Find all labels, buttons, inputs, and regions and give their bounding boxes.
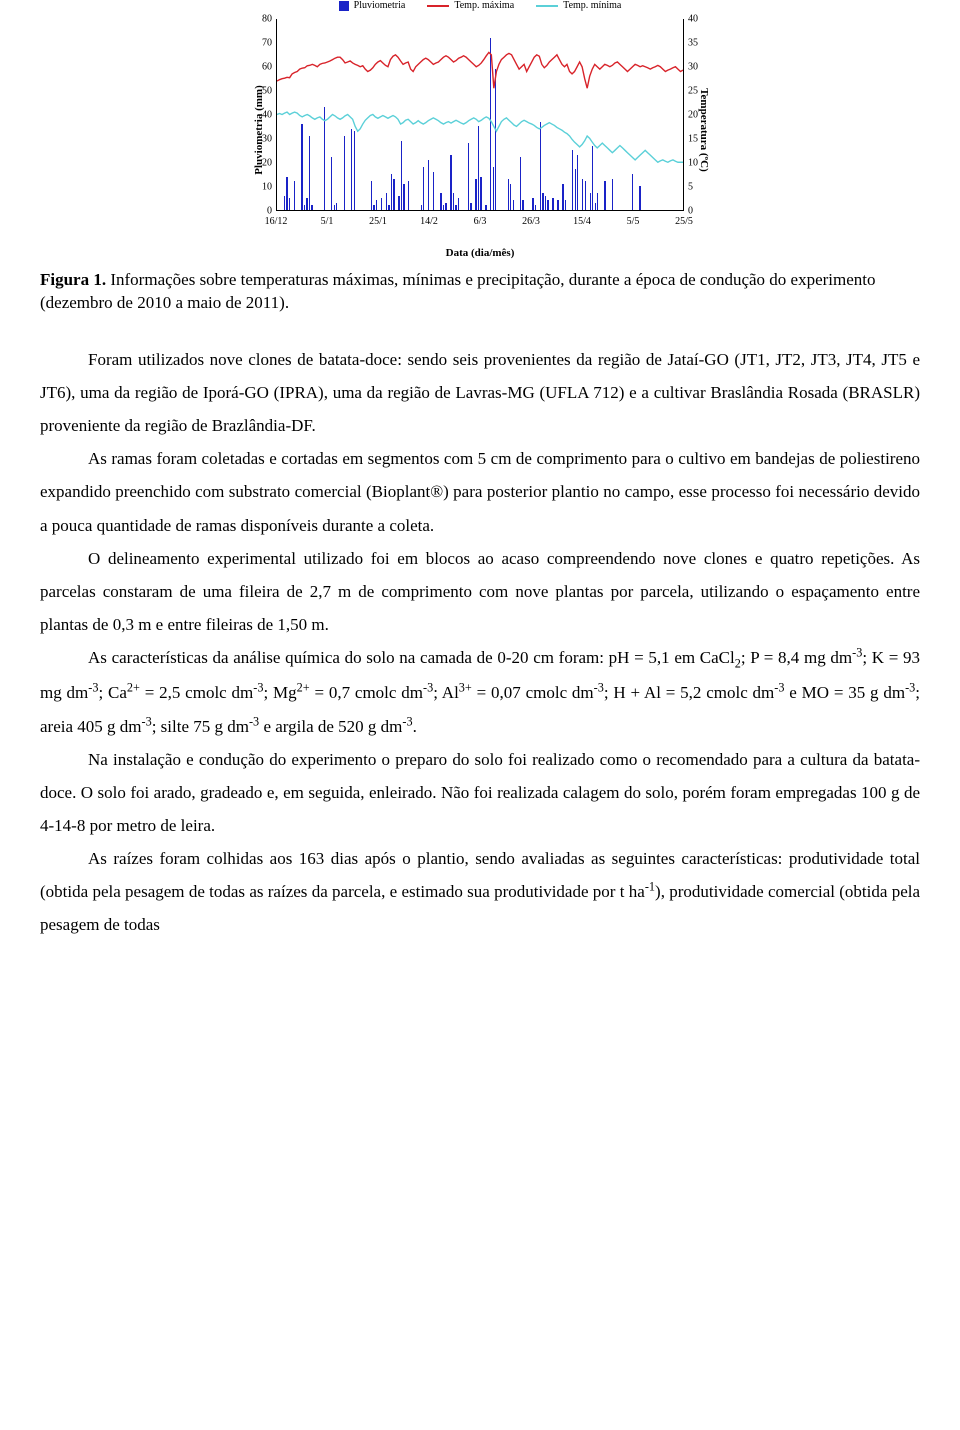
legend-swatch-tmin — [536, 5, 558, 7]
para-6: As raízes foram colhidas aos 163 dias ap… — [40, 842, 920, 941]
x-tick: 14/2 — [420, 216, 438, 227]
x-tick: 26/3 — [522, 216, 540, 227]
para-5: Na instalação e condução do experimento … — [40, 743, 920, 842]
legend-swatch-pluv — [339, 1, 349, 11]
temp-min-line — [277, 112, 683, 162]
plot-area — [276, 19, 684, 211]
legend-label-tmin: Temp. mínima — [563, 0, 621, 11]
y-right-tick: 25 — [688, 86, 706, 97]
y-left-tick: 50 — [254, 86, 272, 97]
x-tick: 15/4 — [573, 216, 591, 227]
para-1: Foram utilizados nove clones de batata-d… — [40, 343, 920, 442]
y-right-tick: 40 — [688, 14, 706, 25]
chart-box: Pluviometria (mm) Temperatura (ºC) 01020… — [220, 15, 740, 245]
y-right-tick: 10 — [688, 158, 706, 169]
body-text: Foram utilizados nove clones de batata-d… — [40, 343, 920, 942]
legend-item-pluv: Pluviometria — [339, 0, 406, 11]
x-tick: 6/3 — [474, 216, 487, 227]
y-right-tick: 35 — [688, 38, 706, 49]
legend-label-pluv: Pluviometria — [354, 0, 406, 11]
lines-layer — [277, 19, 683, 210]
chart-container: Pluviometria Temp. máxima Temp. mínima P… — [220, 0, 740, 259]
figure-label: Figura 1. — [40, 270, 106, 289]
y-right-tick: 5 — [688, 182, 706, 193]
chart-legend: Pluviometria Temp. máxima Temp. mínima — [220, 0, 740, 11]
legend-swatch-tmax — [427, 5, 449, 7]
temp-max-line — [277, 52, 683, 88]
para-4: As características da análise química do… — [40, 641, 920, 743]
x-tick: 5/1 — [321, 216, 334, 227]
y-right-tick: 30 — [688, 62, 706, 73]
legend-item-tmin: Temp. mínima — [536, 0, 621, 11]
x-tick: 5/5 — [627, 216, 640, 227]
figure-caption-text: Informações sobre temperaturas máximas, … — [40, 270, 876, 312]
y-left-tick: 60 — [254, 62, 272, 73]
y-left-tick: 30 — [254, 134, 272, 145]
figure-caption: Figura 1. Informações sobre temperaturas… — [40, 269, 920, 315]
y-left-tick: 70 — [254, 38, 272, 49]
y-right-tick: 0 — [688, 206, 706, 217]
para-3: O delineamento experimental utilizado fo… — [40, 542, 920, 641]
x-tick: 25/1 — [369, 216, 387, 227]
x-tick: 16/12 — [265, 216, 288, 227]
y-left-tick: 40 — [254, 110, 272, 121]
para-2: As ramas foram coletadas e cortadas em s… — [40, 442, 920, 541]
y-left-tick: 80 — [254, 14, 272, 25]
y-left-tick: 20 — [254, 158, 272, 169]
y-left-tick: 10 — [254, 182, 272, 193]
y-left-tick: 0 — [254, 206, 272, 217]
legend-item-tmax: Temp. máxima — [427, 0, 514, 11]
y-right-tick: 20 — [688, 110, 706, 121]
legend-label-tmax: Temp. máxima — [454, 0, 514, 11]
x-axis-label: Data (dia/mês) — [220, 247, 740, 259]
y-right-tick: 15 — [688, 134, 706, 145]
x-tick: 25/5 — [675, 216, 693, 227]
